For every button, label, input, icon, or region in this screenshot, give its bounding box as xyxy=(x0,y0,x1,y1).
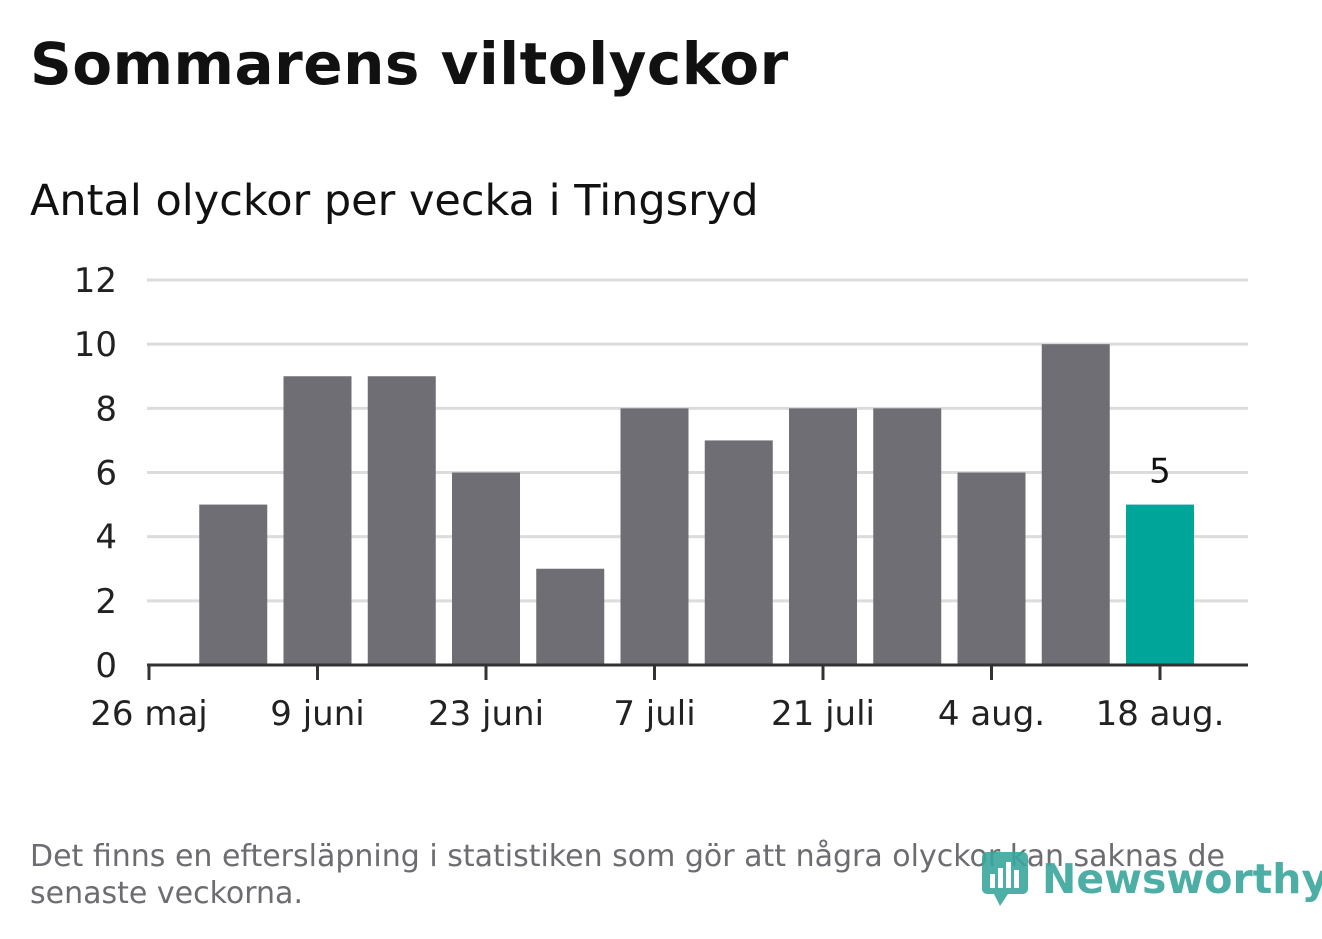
y-tick-label: 10 xyxy=(74,325,117,365)
bar-chart: 0 2 4 6 8 10 12 5 26 maj 9 juni 23 juni 7 juli 21 ju… xyxy=(74,261,1248,734)
y-tick-label: 12 xyxy=(74,261,117,301)
chart-title: Sommarens viltolyckor xyxy=(30,30,789,98)
bar xyxy=(1041,344,1110,665)
y-tick-label: 6 xyxy=(95,454,117,494)
bar xyxy=(873,408,942,665)
bar xyxy=(367,376,436,665)
bar xyxy=(789,408,857,665)
newsworthy-logo: Newsworthy xyxy=(980,848,1322,910)
y-tick-label: 8 xyxy=(95,389,117,429)
y-tick-label: 2 xyxy=(95,582,117,622)
x-tick-label: 7 juli xyxy=(613,694,695,734)
x-tick-label: 4 aug. xyxy=(938,694,1045,734)
bar xyxy=(1126,504,1194,665)
y-tick-label: 0 xyxy=(95,646,117,686)
data-label: 5 xyxy=(1149,452,1171,492)
x-tick-label: 18 aug. xyxy=(1096,694,1225,734)
x-tick-label: 21 juli xyxy=(771,694,875,734)
bar xyxy=(452,472,520,665)
bar xyxy=(283,376,352,665)
x-tick-label: 26 maj xyxy=(90,694,207,734)
bar xyxy=(704,440,773,665)
bar xyxy=(620,408,689,665)
bar xyxy=(957,472,1026,665)
bar xyxy=(199,504,268,665)
chart-subtitle: Antal olyckor per vecka i Tingsryd xyxy=(30,176,759,226)
y-tick-label: 4 xyxy=(95,518,117,558)
bar xyxy=(536,568,605,665)
x-tick-label: 23 juni xyxy=(428,694,544,734)
newsworthy-logo-icon xyxy=(982,852,1028,906)
logo-text: Newsworthy xyxy=(1042,855,1322,903)
x-tick-label: 9 juni xyxy=(270,694,364,734)
